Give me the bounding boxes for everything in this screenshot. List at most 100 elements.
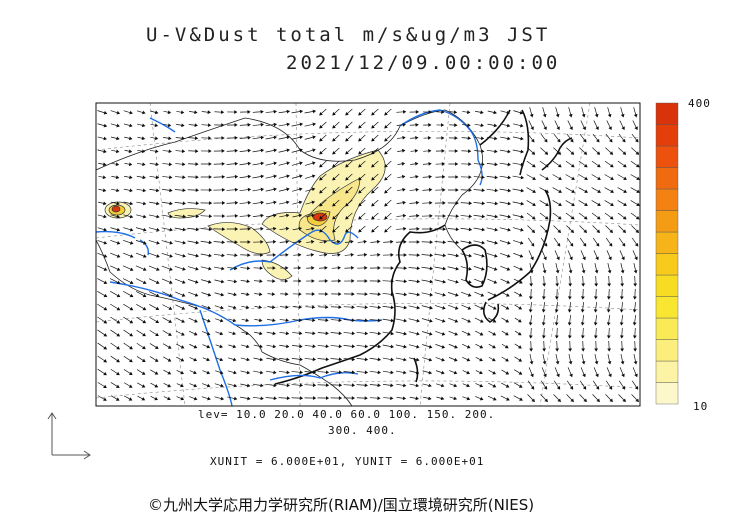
chart-title: U-V&Dust total m/s&ug/m3 JST	[146, 24, 551, 46]
wind-arrowhead	[557, 163, 562, 168]
wind-arrowhead	[519, 241, 524, 245]
wind-arrowhead	[180, 332, 185, 336]
wind-arrowhead	[384, 163, 388, 168]
wind-arrowhead	[298, 252, 302, 257]
river-baikal	[149, 117, 176, 133]
wind-arrowhead	[181, 123, 185, 128]
wind-arrowhead	[286, 148, 290, 153]
colorbar-swatch	[655, 210, 679, 233]
wind-arrowhead	[116, 306, 121, 311]
wind-arrowhead	[103, 110, 108, 115]
wind-arrowhead	[332, 111, 336, 116]
wind-arrowhead	[377, 331, 382, 336]
river-west-2	[139, 239, 150, 256]
wind-arrowhead	[272, 266, 276, 270]
wind-arrowhead	[103, 149, 107, 154]
wind-arrowhead	[633, 113, 638, 118]
wind-arrowhead	[129, 358, 133, 363]
wind-arrowhead	[429, 292, 434, 297]
wind-arrowhead	[621, 242, 626, 247]
wind-arrowhead	[583, 151, 588, 155]
wind-arrowhead	[312, 383, 317, 388]
wind-arrowhead	[206, 357, 210, 362]
wind-arrowhead	[103, 136, 107, 141]
wind-arrowhead	[246, 279, 250, 284]
wind-arrowhead	[221, 136, 225, 140]
wind-arrowhead	[415, 122, 419, 127]
wind-arrowhead	[156, 267, 160, 271]
wind-arrowhead	[351, 344, 356, 349]
wind-arrowhead	[493, 280, 498, 284]
wind-arrowhead	[324, 265, 328, 270]
wind-arrowhead	[453, 383, 458, 388]
wind-arrowhead	[390, 370, 394, 375]
wind-arrowhead	[193, 370, 197, 375]
wind-arrowhead	[520, 149, 524, 154]
wind-arrowhead	[492, 332, 497, 336]
wind-arrowhead	[273, 109, 277, 114]
wind-arrowhead	[247, 110, 251, 114]
korea-coast	[461, 244, 488, 288]
wind-arrowhead	[116, 346, 120, 350]
wind-arrowhead	[338, 370, 343, 375]
wind-arrowhead	[273, 226, 277, 231]
wind-arrowhead	[609, 163, 614, 168]
wind-arrowhead	[570, 398, 574, 403]
wind-arrowhead	[595, 373, 599, 378]
wind-arrowhead	[168, 149, 172, 154]
wind-arrowhead	[479, 332, 484, 336]
wind-arrowhead	[208, 227, 213, 232]
wind-arrowhead	[532, 176, 536, 180]
wind-arrowhead	[350, 239, 354, 244]
wind-arrowhead	[232, 357, 237, 362]
wind-arrowhead	[298, 226, 302, 231]
wind-arrowhead	[454, 123, 458, 127]
wind-arrowhead	[608, 373, 612, 378]
wind-arrowhead	[325, 331, 329, 336]
wind-arrowhead	[194, 280, 199, 284]
wind-arrowhead	[636, 176, 640, 180]
wind-arrowhead	[182, 240, 187, 245]
wind-arrowhead	[567, 322, 572, 326]
wind-arrowhead	[285, 266, 289, 270]
wind-arrowhead	[193, 357, 198, 362]
wind-arrowhead	[568, 113, 573, 118]
wind-arrowhead	[596, 398, 600, 403]
wind-arrowhead	[620, 113, 625, 118]
wind-arrowhead	[520, 136, 524, 141]
wind-arrowhead	[142, 110, 146, 115]
wind-arrowhead	[583, 138, 587, 143]
wind-arrowhead	[325, 396, 330, 400]
wind-arrowhead	[312, 396, 317, 400]
wind-arrowhead	[332, 124, 336, 129]
wind-arrowhead	[116, 227, 121, 232]
wind-arrowhead	[364, 292, 368, 297]
wind-arrowhead	[364, 344, 369, 349]
wind-arrowhead	[390, 305, 395, 310]
wind-arrowhead	[384, 202, 388, 207]
wind-arrowhead	[325, 383, 330, 388]
wind-arrowhead	[621, 386, 626, 390]
wind-arrowhead	[594, 348, 599, 352]
wind-arrowhead	[531, 229, 536, 234]
wind-arrowhead	[332, 202, 336, 207]
wind-arrowhead	[441, 149, 445, 153]
wind-arrowhead	[583, 215, 588, 220]
colorbar	[655, 102, 679, 405]
wind-arrowhead	[273, 187, 277, 192]
wind-arrowhead	[219, 331, 224, 336]
colorbar-swatch	[655, 382, 679, 405]
wind-arrowhead	[518, 345, 522, 349]
wind-arrowhead	[570, 138, 574, 143]
wind-arrowhead	[520, 188, 525, 193]
wind-arrowhead	[169, 227, 173, 232]
wind-arrowhead	[246, 383, 251, 388]
wind-arrowhead	[142, 319, 147, 324]
wind-arrowhead	[219, 370, 224, 375]
wind-arrowhead	[350, 265, 355, 270]
wind-arrowhead	[520, 214, 524, 219]
wind-arrowhead	[312, 370, 317, 375]
wind-arrowhead	[569, 242, 574, 247]
wind-arrowhead	[634, 126, 638, 131]
wind-arrowhead	[259, 331, 263, 336]
